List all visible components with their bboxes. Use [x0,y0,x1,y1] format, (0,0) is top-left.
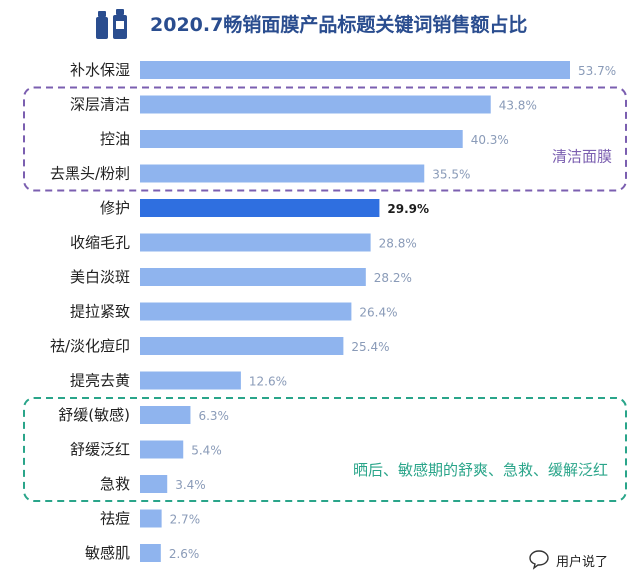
value-label: 12.6% [249,375,287,389]
category-label: 舒缓(敏感) [58,406,130,424]
bar [140,406,191,424]
category-label: 舒缓泛红 [70,441,130,459]
category-label: 收缩毛孔 [70,234,130,252]
bar [140,440,184,459]
bar [140,268,366,286]
value-label: 26.4% [359,306,397,320]
bar [140,233,371,252]
value-label: 40.3% [471,133,509,147]
value-label: 53.7% [578,64,616,78]
value-label: 25.4% [351,340,389,354]
group-label-cleansing: 清洁面膜 [552,147,612,165]
category-label: 祛痘 [100,510,130,528]
bar [140,302,352,321]
group-label-soothing: 晒后、敏感期的舒爽、急救、缓解泛红 [353,461,608,479]
bar [140,199,380,217]
footer-brand: 用户说了 [556,555,609,570]
value-label: 43.8% [499,99,537,113]
header: 2020.7畅销面膜产品标题关键词销售额占比 [0,0,640,50]
bar [140,61,570,79]
value-label: 29.9% [387,202,429,216]
category-label: 控油 [100,130,130,148]
category-label: 敏感肌 [85,544,130,562]
chart-title: 2020.7畅销面膜产品标题关键词销售额占比 [150,14,528,36]
category-label: 提亮去黄 [70,372,130,390]
value-label: 2.6% [169,547,200,561]
group-box-cleansing [23,86,627,192]
bar [140,337,344,355]
value-label: 28.2% [374,271,412,285]
bar [140,544,161,562]
category-label: 修护 [100,199,130,217]
bar [140,475,168,493]
value-label: 6.3% [198,409,229,423]
chat-bubble-icon [529,550,549,570]
bar [140,95,491,114]
value-label: 3.4% [175,478,206,492]
category-label: 补水保湿 [70,61,130,79]
category-label: 急救 [100,475,130,493]
value-label: 35.5% [432,168,470,182]
bar [140,509,162,528]
value-label: 5.4% [191,444,222,458]
category-label: 美白淡斑 [70,268,130,286]
value-label: 28.8% [379,237,417,251]
bar [140,164,425,183]
category-label: 深层清洁 [70,96,130,114]
group-box-soothing [23,397,627,502]
value-label: 2.7% [170,513,201,527]
bar [140,130,463,148]
category-label: 去黑头/粉刺 [50,165,130,183]
category-label: 祛/淡化痘印 [50,337,130,355]
bar [140,371,241,390]
mask-bottles-icon [96,9,127,39]
category-label: 提拉紧致 [70,303,130,321]
